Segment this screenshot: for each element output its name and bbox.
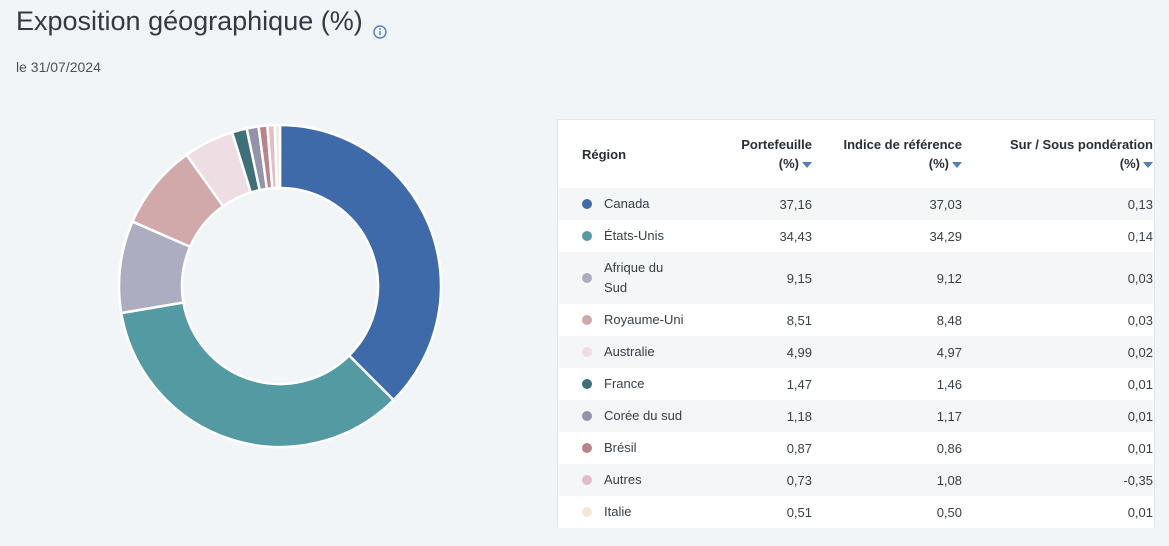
legend-dot-icon	[582, 411, 592, 421]
table-row: Royaume-Uni 8,51 8,48 0,03	[558, 304, 1154, 336]
legend-dot-icon	[582, 347, 592, 357]
overweight-header-line2: (%)	[1119, 156, 1140, 171]
portfolio-value: 0,87	[786, 440, 812, 456]
portfolio-value: 1,47	[786, 376, 812, 392]
portfolio-value: 0,73	[786, 472, 812, 488]
region-name: Italie	[604, 504, 632, 519]
benchmark-value: 1,08	[936, 472, 962, 488]
portfolio-value: 9,15	[786, 270, 812, 286]
overweight-header-line1: Sur / Sous pondération	[1009, 137, 1153, 152]
portfolio-value: 34,43	[779, 228, 812, 244]
portfolio-header-line1: Portefeuille	[741, 137, 812, 152]
overweight-value: -0,35	[1123, 472, 1153, 488]
legend-dot-icon	[582, 475, 592, 485]
benchmark-value: 8,48	[936, 312, 962, 328]
benchmark-header-line1: Indice de référence	[843, 137, 963, 152]
table-row: Australie 4,99 4,97 0,02	[558, 336, 1154, 368]
sort-down-icon[interactable]	[1143, 161, 1153, 168]
region-name: États-Unis	[604, 228, 664, 243]
exposure-table: Région Portefeuille (%) Indice de référen…	[557, 119, 1155, 528]
region-name: Afrique du Sud	[604, 260, 664, 295]
donut-svg	[117, 123, 443, 449]
benchmark-header-line2: (%)	[928, 156, 949, 171]
region-name: Australie	[604, 344, 655, 359]
portfolio-value: 8,51	[786, 312, 812, 328]
region-name: Brésil	[604, 440, 637, 455]
donut-slice-canada[interactable]	[278, 123, 443, 402]
portfolio-value: 1,18	[786, 408, 812, 424]
donut-chart	[110, 116, 450, 456]
title-text: Exposition géographique (%)	[16, 6, 363, 36]
col-overweight-header[interactable]: Sur / Sous pondération (%)	[962, 135, 1153, 173]
table-row: Canada 37,16 37,03 0,13	[558, 188, 1154, 220]
legend-dot-icon	[582, 273, 592, 283]
portfolio-value: 0,51	[786, 504, 812, 520]
overweight-value: 0,02	[1127, 344, 1153, 360]
overweight-value: 0,14	[1127, 228, 1153, 244]
legend-dot-icon	[582, 315, 592, 325]
portfolio-header-line2: (%)	[778, 156, 799, 171]
legend-dot-icon	[582, 231, 592, 241]
col-portfolio-header[interactable]: Portefeuille (%)	[702, 135, 812, 173]
table-row: France 1,47 1,46 0,01	[558, 368, 1154, 400]
benchmark-value: 34,29	[929, 228, 962, 244]
table-row: Brésil 0,87 0,86 0,01	[558, 432, 1154, 464]
donut-slice--tats-unis[interactable]	[119, 301, 396, 449]
overweight-value: 0,01	[1127, 440, 1153, 456]
legend-dot-icon	[582, 507, 592, 517]
donut-slice-italie[interactable]	[273, 123, 282, 190]
table-row: États-Unis 34,43 34,29 0,14	[558, 220, 1154, 252]
table-row: Afrique du Sud 9,15 9,12 0,03	[558, 252, 1154, 304]
table-row: Corée du sud 1,18 1,17 0,01	[558, 400, 1154, 432]
overweight-value: 0,01	[1127, 504, 1153, 520]
legend-dot-icon	[582, 379, 592, 389]
overweight-value: 0,03	[1127, 312, 1153, 328]
table-body: Canada 37,16 37,03 0,13 États-Unis 34,43…	[558, 188, 1154, 528]
page-title: Exposition géographique (%)	[16, 6, 387, 39]
portfolio-value: 37,16	[779, 196, 812, 212]
overweight-value: 0,13	[1127, 196, 1153, 212]
region-name: Canada	[604, 196, 650, 211]
overweight-value: 0,01	[1127, 408, 1153, 424]
benchmark-value: 1,17	[936, 408, 962, 424]
benchmark-value: 0,86	[936, 440, 962, 456]
col-region-header: Région	[582, 146, 627, 162]
benchmark-value: 0,50	[936, 504, 962, 520]
table-row: Autres 0,73 1,08 -0,35	[558, 464, 1154, 496]
region-name: Corée du sud	[604, 408, 683, 423]
sort-down-icon[interactable]	[952, 161, 962, 168]
table-row: Italie 0,51 0,50 0,01	[558, 496, 1154, 528]
benchmark-value: 9,12	[936, 270, 962, 286]
benchmark-value: 1,46	[936, 376, 962, 392]
legend-dot-icon	[582, 199, 592, 209]
benchmark-value: 37,03	[929, 196, 962, 212]
info-icon[interactable]	[373, 15, 387, 39]
region-name: Autres	[604, 472, 642, 487]
sort-down-icon[interactable]	[802, 161, 812, 168]
as-of-date: le 31/07/2024	[16, 59, 101, 75]
region-name: France	[604, 376, 645, 391]
overweight-value: 0,01	[1127, 376, 1153, 392]
legend-dot-icon	[582, 443, 592, 453]
portfolio-value: 4,99	[786, 344, 812, 360]
table-header: Région Portefeuille (%) Indice de référen…	[558, 120, 1154, 188]
benchmark-value: 4,97	[936, 344, 962, 360]
overweight-value: 0,03	[1127, 270, 1153, 286]
region-name: Royaume-Uni	[604, 312, 684, 327]
col-benchmark-header[interactable]: Indice de référence (%)	[812, 135, 962, 173]
